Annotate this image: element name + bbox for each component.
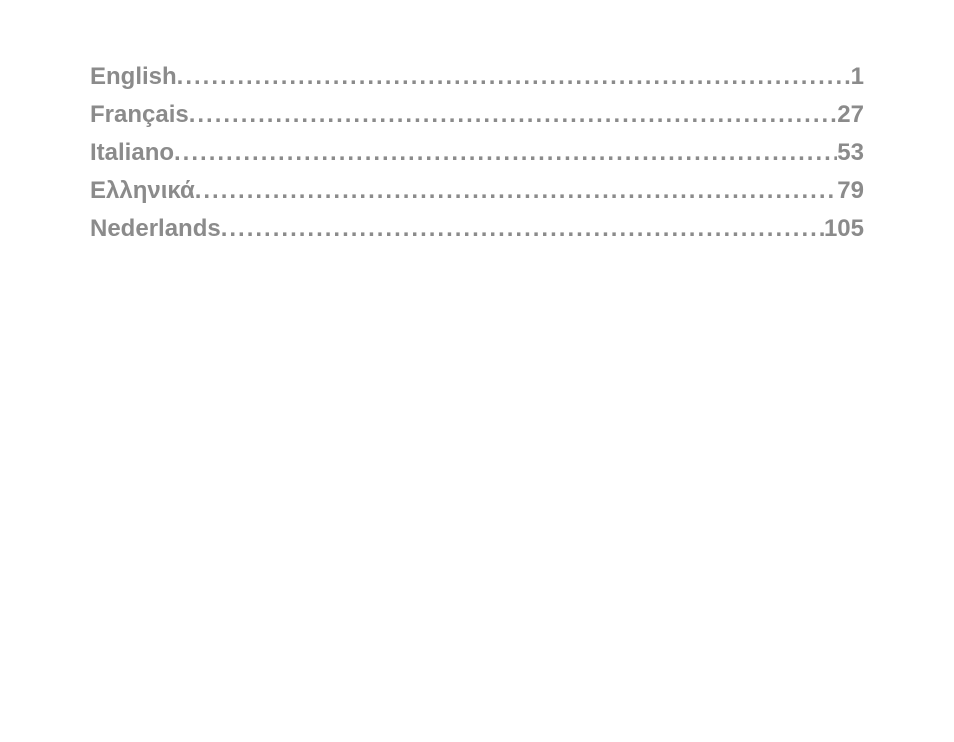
toc-leader-dots bbox=[221, 210, 824, 248]
toc-page-number: 27 bbox=[837, 96, 864, 134]
toc-leader-dots bbox=[195, 172, 838, 210]
toc-page-number: 79 bbox=[837, 172, 864, 210]
toc-label: Italiano bbox=[90, 134, 174, 172]
toc-label: Nederlands bbox=[90, 210, 221, 248]
toc-leader-dots bbox=[189, 96, 838, 134]
toc-leader-dots bbox=[177, 58, 851, 96]
table-of-contents: English1Français27Italiano53Ελληνικά79Ne… bbox=[90, 58, 864, 248]
toc-row: Ελληνικά 79 bbox=[90, 172, 864, 210]
toc-row: English 1 bbox=[90, 58, 864, 96]
toc-row: Nederlands 105 bbox=[90, 210, 864, 248]
toc-page-number: 53 bbox=[837, 134, 864, 172]
toc-page-number: 105 bbox=[824, 210, 864, 248]
toc-label: Français bbox=[90, 96, 189, 134]
toc-row: Français 27 bbox=[90, 96, 864, 134]
toc-page: English1Français27Italiano53Ελληνικά79Ne… bbox=[0, 0, 954, 248]
toc-label: English bbox=[90, 58, 177, 96]
toc-label: Ελληνικά bbox=[90, 172, 195, 210]
toc-page-number: 1 bbox=[851, 58, 864, 96]
toc-leader-dots bbox=[174, 134, 837, 172]
toc-row: Italiano 53 bbox=[90, 134, 864, 172]
